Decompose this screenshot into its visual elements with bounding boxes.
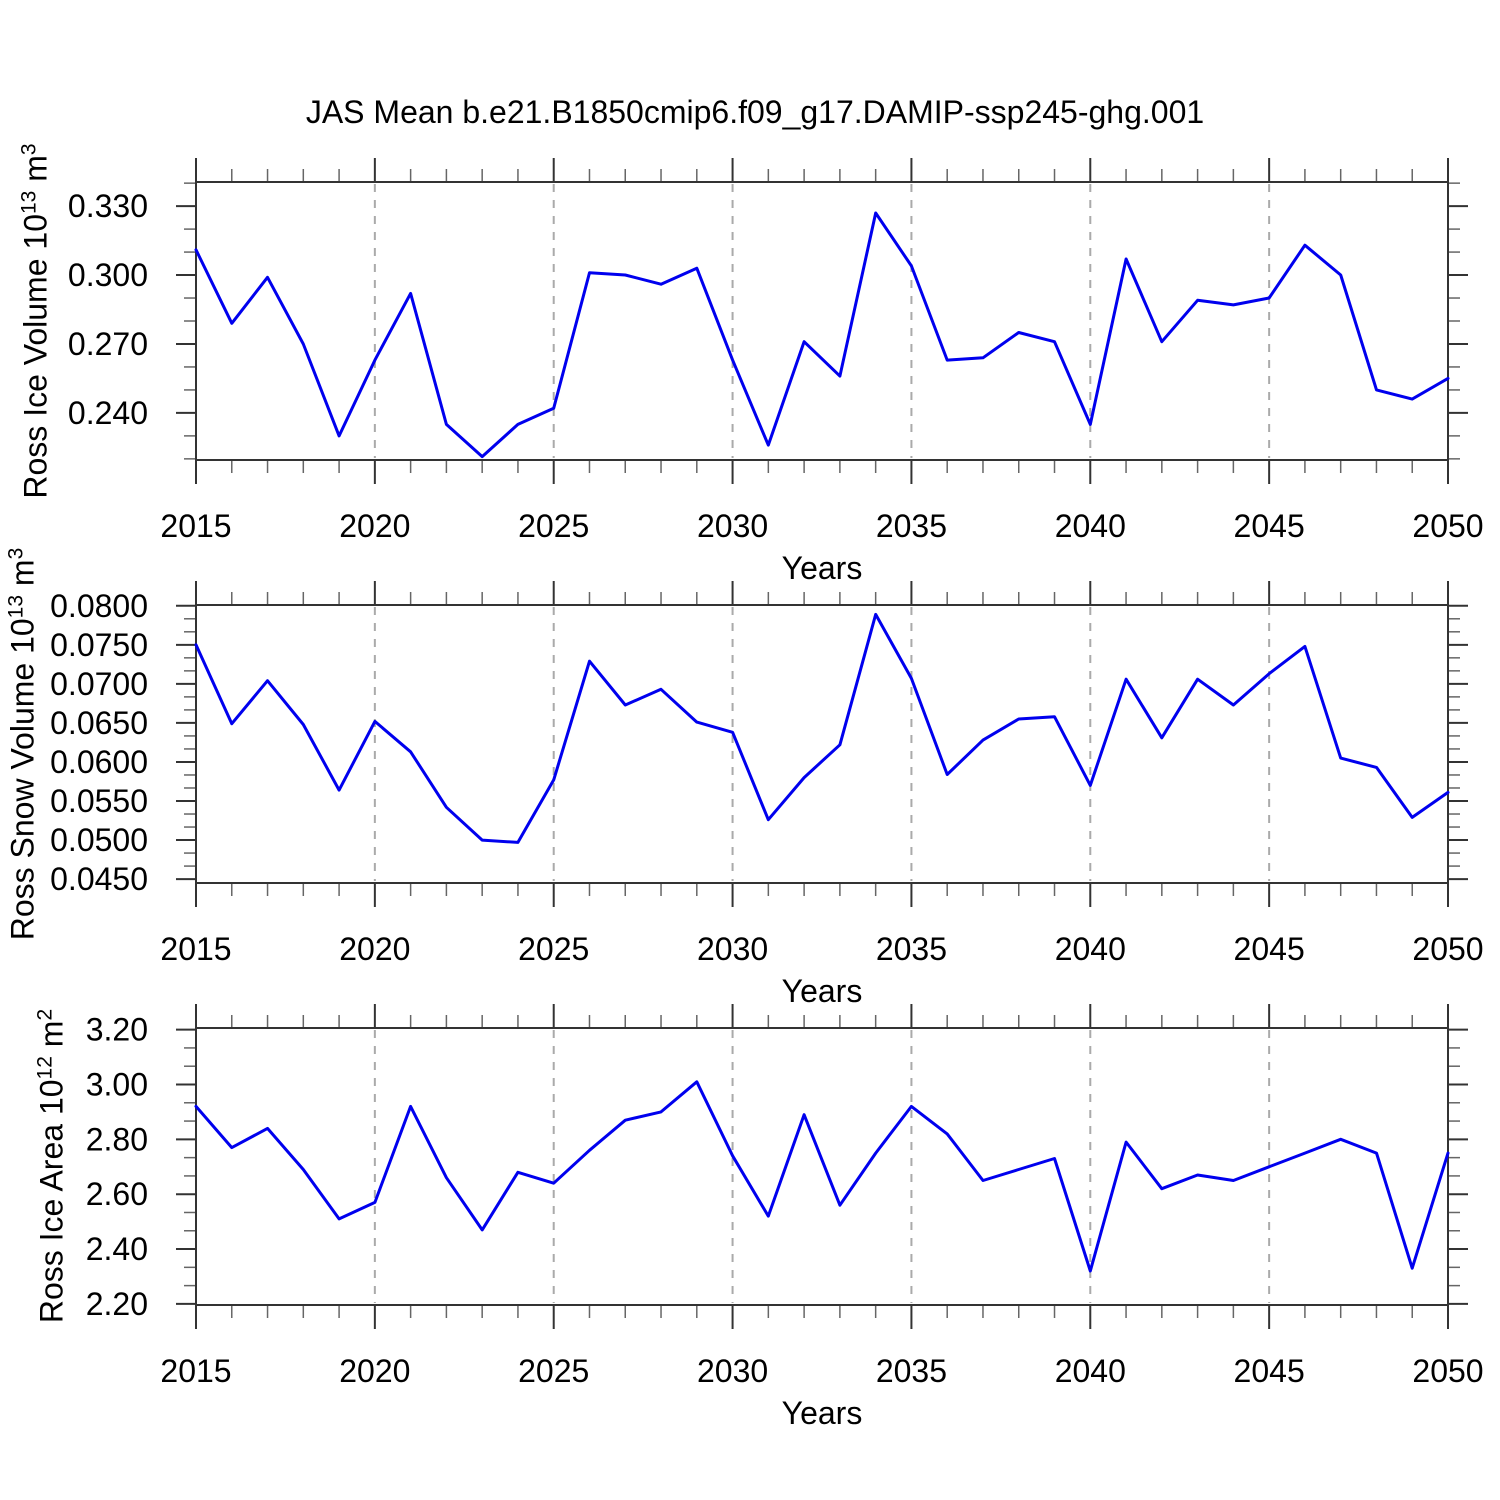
svg-text:2.80: 2.80 bbox=[86, 1121, 148, 1157]
y-axis-label-text: m bbox=[17, 155, 54, 191]
svg-text:2045: 2045 bbox=[1234, 931, 1305, 967]
svg-text:0.0600: 0.0600 bbox=[50, 744, 148, 780]
svg-text:2.60: 2.60 bbox=[86, 1176, 148, 1212]
svg-text:2040: 2040 bbox=[1055, 1353, 1126, 1389]
y-axis-label-text: m bbox=[33, 1020, 70, 1057]
svg-text:2030: 2030 bbox=[697, 508, 768, 544]
figure-title: JAS Mean b.e21.B1850cmip6.f09_g17.DAMIP-… bbox=[305, 94, 1205, 130]
svg-text:2050: 2050 bbox=[1412, 931, 1483, 967]
svg-text:2050: 2050 bbox=[1412, 508, 1483, 544]
svg-text:2015: 2015 bbox=[160, 508, 231, 544]
svg-text:3.00: 3.00 bbox=[86, 1066, 148, 1102]
svg-text:0.0750: 0.0750 bbox=[50, 627, 148, 663]
svg-text:Years: Years bbox=[782, 550, 863, 586]
svg-text:0.0700: 0.0700 bbox=[50, 666, 148, 702]
svg-text:2020: 2020 bbox=[339, 931, 410, 967]
svg-text:2040: 2040 bbox=[1055, 508, 1126, 544]
svg-text:Years: Years bbox=[782, 1395, 863, 1431]
svg-text:0.0500: 0.0500 bbox=[50, 822, 148, 858]
svg-text:2045: 2045 bbox=[1234, 508, 1305, 544]
svg-text:2.40: 2.40 bbox=[86, 1231, 148, 1267]
svg-text:2020: 2020 bbox=[339, 1353, 410, 1389]
y-axis-label-exponent: 12 bbox=[33, 1056, 57, 1080]
y-axis-label-exponent: 2 bbox=[33, 1008, 57, 1021]
svg-text:2045: 2045 bbox=[1234, 1353, 1305, 1389]
svg-text:2015: 2015 bbox=[160, 931, 231, 967]
y-axis-label-exponent: 3 bbox=[4, 547, 28, 560]
svg-text:2035: 2035 bbox=[876, 931, 947, 967]
y-axis-label-snow-volume: Ross Snow Volume 1013 m3 bbox=[5, 548, 42, 941]
y-axis-label-exponent: 3 bbox=[17, 143, 41, 156]
y-axis-label-ice-volume: Ross Ice Volume 1013 m3 bbox=[18, 143, 55, 498]
svg-text:0.0550: 0.0550 bbox=[50, 783, 148, 819]
svg-text:0.0450: 0.0450 bbox=[50, 861, 148, 897]
svg-text:Years: Years bbox=[782, 973, 863, 1009]
y-axis-label-exponent: 13 bbox=[4, 594, 28, 619]
svg-text:2.20: 2.20 bbox=[86, 1286, 148, 1322]
y-axis-label-text: Ross Snow Volume 10 bbox=[4, 618, 41, 941]
svg-text:2030: 2030 bbox=[697, 1353, 768, 1389]
svg-text:3.20: 3.20 bbox=[86, 1012, 148, 1048]
y-axis-label-text: m bbox=[4, 559, 41, 595]
svg-text:0.240: 0.240 bbox=[68, 395, 148, 431]
svg-text:2035: 2035 bbox=[876, 1353, 947, 1389]
svg-text:2025: 2025 bbox=[518, 931, 589, 967]
svg-text:2025: 2025 bbox=[518, 508, 589, 544]
svg-text:0.270: 0.270 bbox=[68, 326, 148, 362]
svg-text:0.330: 0.330 bbox=[68, 188, 148, 224]
svg-text:2025: 2025 bbox=[518, 1353, 589, 1389]
svg-text:2050: 2050 bbox=[1412, 1353, 1483, 1389]
y-axis-label-text: Ross Ice Area 10 bbox=[33, 1079, 70, 1324]
svg-text:2040: 2040 bbox=[1055, 931, 1126, 967]
svg-text:2015: 2015 bbox=[160, 1353, 231, 1389]
y-axis-label-text: Ross Ice Volume 10 bbox=[17, 214, 54, 499]
svg-text:0.0650: 0.0650 bbox=[50, 705, 148, 741]
svg-text:2035: 2035 bbox=[876, 508, 947, 544]
svg-text:2020: 2020 bbox=[339, 508, 410, 544]
svg-text:0.0800: 0.0800 bbox=[50, 588, 148, 624]
y-axis-label-exponent: 13 bbox=[17, 190, 41, 214]
svg-text:2030: 2030 bbox=[697, 931, 768, 967]
svg-text:0.300: 0.300 bbox=[68, 257, 148, 293]
y-axis-label-ice-area: Ross Ice Area 1012 m2 bbox=[34, 1009, 71, 1323]
